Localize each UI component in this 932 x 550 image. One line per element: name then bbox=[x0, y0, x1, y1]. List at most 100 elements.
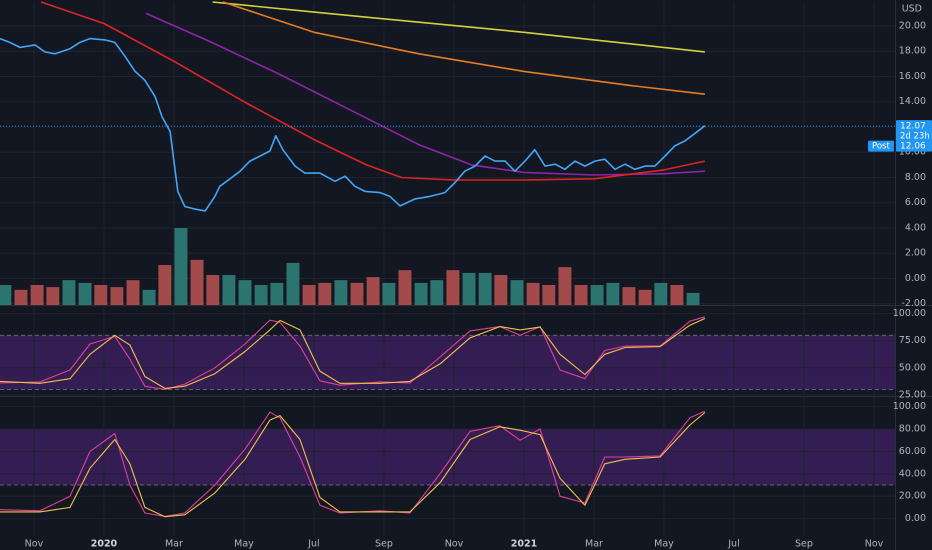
y-tick-label: 100.00 bbox=[893, 401, 926, 412]
x-tick-label: Nov bbox=[865, 539, 884, 550]
volume-bar bbox=[542, 285, 556, 305]
series-line bbox=[0, 317, 706, 389]
volume-bar bbox=[334, 280, 348, 305]
volume-bar bbox=[78, 282, 92, 305]
x-tick-label: Nov bbox=[445, 539, 464, 550]
y-tick-label: 40.00 bbox=[899, 468, 926, 479]
volume-bar bbox=[526, 282, 540, 305]
y-tick-label: 100.00 bbox=[893, 308, 926, 319]
x-tick-label: Jul bbox=[307, 539, 319, 550]
volume-bar bbox=[174, 228, 188, 305]
y-tick-label: 20.00 bbox=[899, 491, 926, 502]
volume-bar bbox=[222, 275, 236, 305]
volume-bar bbox=[206, 275, 220, 305]
y-tick-label: 75.00 bbox=[899, 335, 926, 346]
y-tick-label: 20.00 bbox=[899, 20, 926, 31]
volume-bar bbox=[494, 275, 508, 305]
volume-bar bbox=[654, 282, 668, 305]
volume-bar bbox=[158, 265, 172, 305]
series-line bbox=[222, 1, 705, 95]
volume-bar bbox=[430, 280, 444, 305]
post-tag-label: Post bbox=[872, 142, 890, 152]
price-tag-label: 12.07 bbox=[900, 122, 926, 132]
series-line bbox=[0, 412, 706, 518]
volume-bar bbox=[46, 287, 60, 305]
volume-bar bbox=[446, 270, 460, 305]
volume-bar bbox=[414, 282, 428, 305]
series-line bbox=[40, 1, 706, 181]
y-tick-label: 60.00 bbox=[899, 446, 926, 457]
y-tick-label: 14.00 bbox=[899, 96, 926, 107]
pane bbox=[0, 1, 895, 305]
volume-bar bbox=[126, 280, 140, 305]
x-tick-label: Jul bbox=[727, 539, 739, 550]
x-tick-label: 2021 bbox=[511, 539, 537, 550]
volume-bar bbox=[254, 285, 268, 305]
x-tick-label: Sep bbox=[375, 539, 393, 550]
volume-bar bbox=[590, 285, 604, 305]
x-tick-label: Mar bbox=[165, 539, 183, 550]
pane bbox=[0, 306, 895, 396]
volume-bar bbox=[574, 285, 588, 305]
volume-bar bbox=[302, 285, 316, 305]
volume-bar bbox=[14, 289, 28, 305]
post-tag-value-box bbox=[896, 140, 932, 152]
series-line bbox=[212, 1, 705, 53]
volume-bar bbox=[30, 285, 44, 305]
volume-bar bbox=[382, 282, 396, 305]
volume-bar bbox=[350, 282, 364, 305]
y-tick-label: -2.00 bbox=[901, 298, 926, 309]
volume-bar bbox=[94, 285, 108, 305]
y-tick-label: 50.00 bbox=[899, 362, 926, 373]
y-tick-label: 0.00 bbox=[905, 273, 926, 284]
volume-bar bbox=[110, 287, 124, 305]
volume-bar bbox=[622, 287, 636, 305]
volume-bar bbox=[686, 292, 700, 305]
y-tick-label: 8.00 bbox=[905, 172, 926, 183]
x-tick-label: Nov bbox=[25, 539, 44, 550]
x-tick-label: May bbox=[234, 539, 254, 550]
y-tick-label: 0.00 bbox=[905, 513, 926, 524]
volume-bar bbox=[606, 282, 620, 305]
price-tag-box bbox=[896, 120, 932, 143]
x-tick-label: 2020 bbox=[91, 539, 118, 550]
volume-bar bbox=[478, 272, 492, 305]
volume-bar bbox=[398, 270, 412, 305]
x-tick-label: Mar bbox=[585, 539, 603, 550]
y-tick-label: 80.00 bbox=[899, 424, 926, 435]
y-tick-label: 18.00 bbox=[899, 46, 926, 57]
volume-bar bbox=[62, 280, 76, 305]
series-line bbox=[0, 410, 706, 517]
volume-bar bbox=[190, 259, 204, 305]
volume-bar bbox=[270, 282, 284, 305]
y-tick-label: 6.00 bbox=[905, 197, 926, 208]
band bbox=[0, 429, 895, 486]
y-tick-label: 10.00 bbox=[899, 147, 926, 158]
price-tag-countdown: 2d 23h bbox=[900, 132, 930, 142]
volume-bar bbox=[670, 285, 684, 305]
volume-bar bbox=[462, 272, 476, 305]
volume-bar bbox=[638, 289, 652, 305]
y-tick-label: 25.00 bbox=[899, 389, 926, 400]
x-tick-label: May bbox=[654, 539, 674, 550]
volume-bar bbox=[238, 280, 252, 305]
y-tick-label: 2.00 bbox=[905, 248, 926, 259]
series-line bbox=[0, 316, 706, 391]
volume-bar bbox=[0, 285, 12, 305]
y-tick-label: 4.00 bbox=[905, 222, 926, 233]
volume-bar bbox=[558, 267, 572, 305]
y-tick-label: 16.00 bbox=[899, 71, 926, 82]
volume-bar bbox=[366, 277, 380, 305]
volume-bar bbox=[142, 289, 156, 305]
band bbox=[0, 335, 895, 390]
volume-bar bbox=[510, 280, 524, 305]
volume-bar bbox=[318, 282, 332, 305]
currency-label: USD bbox=[902, 4, 922, 15]
x-tick-label: Sep bbox=[795, 539, 813, 550]
post-tag-value: 12.06 bbox=[900, 142, 926, 152]
post-tag-box bbox=[868, 140, 894, 152]
series-line bbox=[0, 37, 706, 212]
pane bbox=[0, 397, 895, 536]
volume-bar bbox=[286, 262, 300, 305]
